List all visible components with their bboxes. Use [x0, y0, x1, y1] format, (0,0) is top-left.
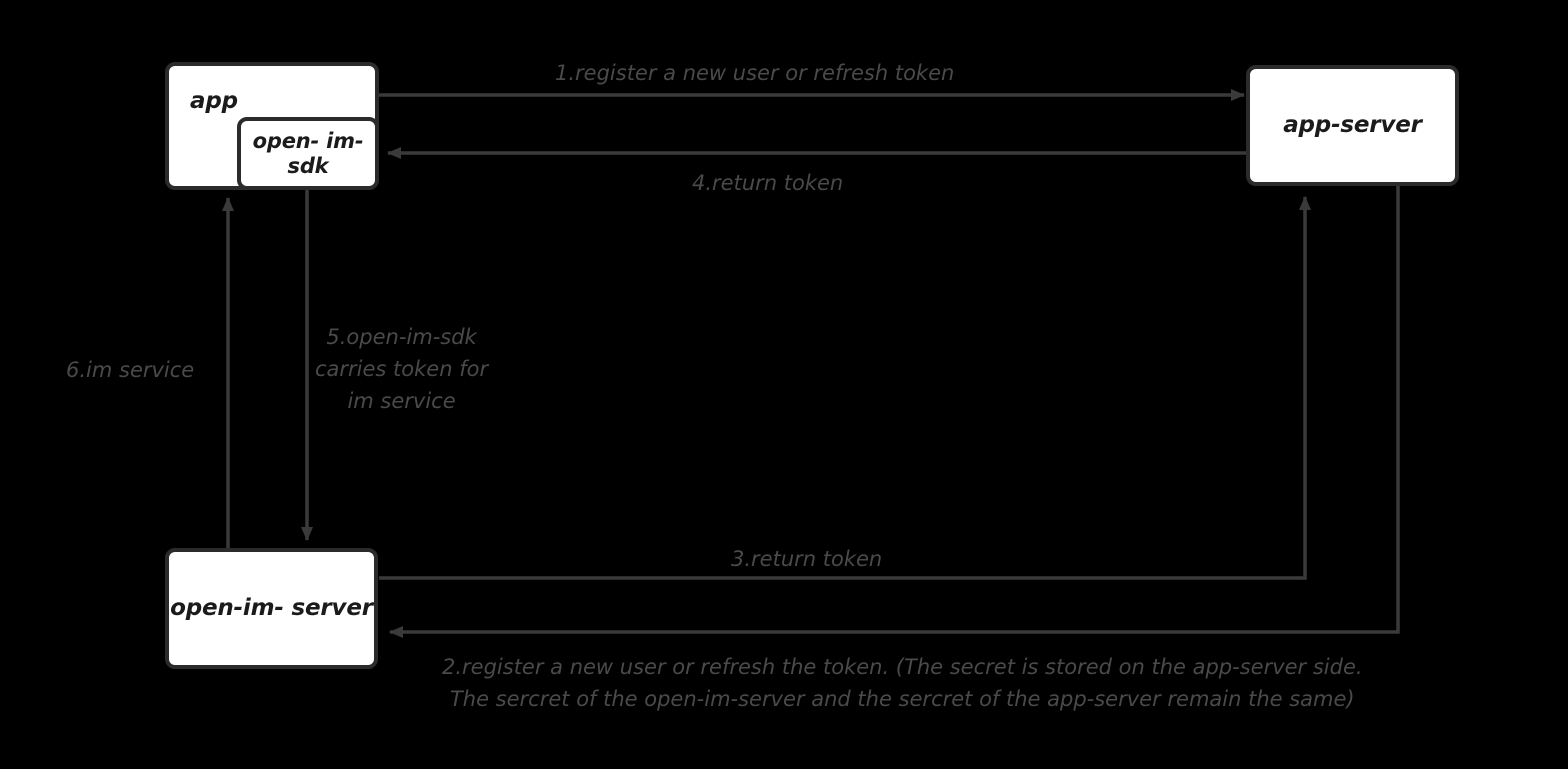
node-open-im-server-label: open-im- server [170, 594, 373, 621]
edge-2-register-refresh-token [389, 186, 1400, 638]
node-app-label: app [190, 88, 238, 114]
edge-label-1: 1.register a new user or refresh token [555, 61, 955, 85]
node-open-im-sdk[interactable]: open- im-sdk [237, 117, 379, 190]
edge-label-2: 2.register a new user or refresh the tok… [442, 655, 1363, 711]
edge-label-6: 6.im service [66, 358, 195, 382]
edge-label-5: 5.open-im-sdk carries token for im servi… [315, 325, 489, 413]
node-app-server-label: app-server [1283, 111, 1422, 138]
node-app-server[interactable]: app-server [1246, 65, 1459, 186]
node-open-im-sdk-label: open- im-sdk [252, 128, 364, 178]
edge-label-4: 4.return token [692, 171, 844, 195]
edge-3-return-token [379, 196, 1311, 580]
node-open-im-server[interactable]: open-im- server [165, 548, 378, 669]
edge-label-3: 3.return token [731, 547, 883, 571]
